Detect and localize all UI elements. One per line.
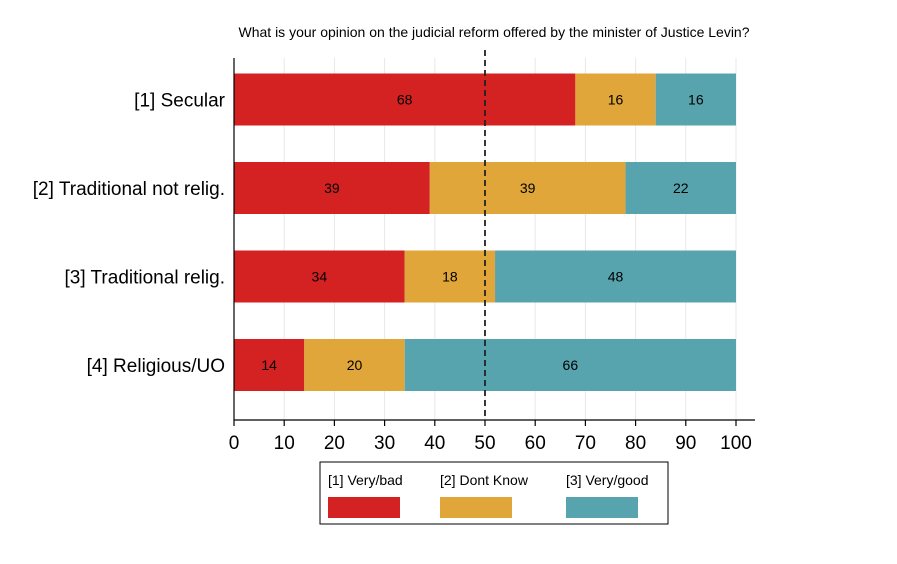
category-label: [1] Secular [134,91,225,112]
x-tick-label: 100 [720,433,752,454]
bar-value-label: 20 [347,357,363,373]
bar-value-label: 14 [261,357,277,373]
x-tick-label: 30 [374,433,395,454]
legend-swatch [566,497,638,518]
bar-segment [655,73,736,126]
bar-segment [234,73,576,126]
legend-swatch [440,497,512,518]
x-tick-label: 40 [424,433,445,454]
bar-segment [404,339,736,391]
bars: 68 16 16 39 39 22 34 18 48 14 20 66 [234,73,736,391]
bar-value-label: 68 [397,92,413,108]
bar-value-label: 22 [673,180,689,196]
chart-title: What is your opinion on the judicial ref… [239,24,750,40]
bar-value-label: 16 [608,92,624,108]
category-label: [3] Traditional relig. [64,268,225,289]
bar-segment [429,162,626,214]
bar-segment [234,250,405,303]
x-tick-label: 60 [525,433,546,454]
bar-segment [404,250,496,303]
x-tick-label: 80 [625,433,646,454]
bar-value-label: 66 [563,357,579,373]
bar-value-label: 48 [608,269,624,285]
x-tick-label: 10 [274,433,295,454]
bar-value-label: 18 [442,269,458,285]
bar-segment [234,162,430,214]
bar-segment [575,73,656,126]
category-label: [2] Traditional not relig. [33,179,225,200]
x-tick-label: 70 [575,433,596,454]
bar-segment [234,339,305,391]
bar-value-label: 39 [324,180,340,196]
bar-segment [625,162,736,214]
legend: [1] Very/bad [2] Dont Know [3] Very/good [319,461,669,525]
bar-segment [495,250,736,303]
x-tick-label: 50 [474,433,495,454]
bar-value-label: 39 [520,180,536,196]
category-labels: [1] Secular [2] Traditional not relig. [3]… [33,91,226,378]
legend-label: [2] Dont Know [440,472,529,488]
x-tick-label: 90 [675,433,696,454]
bar-segment [304,339,405,391]
legend-swatch [328,497,400,518]
bar-value-label: 34 [312,269,328,285]
legend-label: [3] Very/good [566,472,649,488]
x-tick-label: 0 [229,433,240,454]
bar-value-label: 16 [688,92,704,108]
legend-label: [1] Very/bad [328,472,403,488]
x-tick-label: 20 [324,433,345,454]
x-axis: 0 10 20 30 40 50 60 70 80 90 100 [229,58,755,454]
category-label: [4] Religious/UO [87,356,225,377]
